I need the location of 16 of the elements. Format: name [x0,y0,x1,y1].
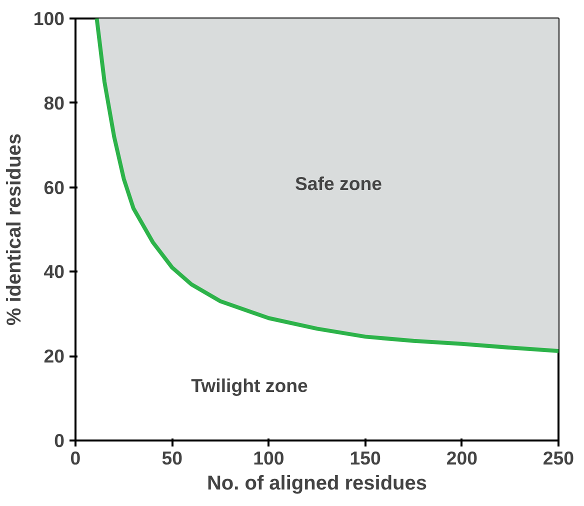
annotation: Safe zone [294,173,382,194]
y-tick-label: 100 [33,8,65,29]
y-axis-title: % identical residues [3,133,26,326]
y-tick-label: 80 [44,92,65,114]
y-tick-label: 0 [54,430,65,451]
annotation: Twilight zone [191,375,308,396]
y-tick-label: 60 [44,176,65,198]
x-tick-label: 200 [446,448,478,468]
x-tick-label: 250 [542,448,574,468]
x-tick-label: 150 [350,448,381,468]
x-tick-label: 50 [162,448,182,468]
x-tick-label: 100 [253,448,284,468]
x-tick-label: 0 [70,448,81,468]
y-tick-label: 20 [44,346,65,367]
x-axis-title: No. of aligned residues [206,472,428,494]
y-tick-label: 40 [44,261,65,282]
